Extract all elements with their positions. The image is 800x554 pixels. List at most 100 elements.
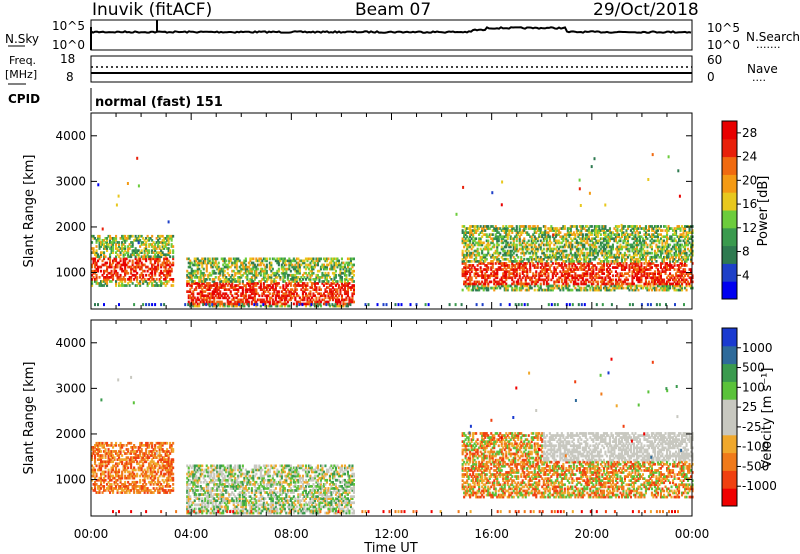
- data-cell: [277, 282, 280, 285]
- data-cell: [580, 243, 583, 247]
- data-cell: [595, 249, 598, 253]
- data-cell: [118, 284, 121, 287]
- data-cell: [247, 261, 250, 265]
- data-cell: [277, 290, 280, 293]
- data-cell: [482, 260, 485, 263]
- data-cell: [559, 257, 562, 261]
- data-cell: [685, 264, 688, 267]
- data-cell: [104, 278, 107, 281]
- data-cell: [237, 269, 240, 273]
- data-cell: [300, 263, 303, 267]
- data-cell: [553, 268, 556, 271]
- data-cell: [505, 272, 508, 275]
- data-cell: [291, 296, 294, 300]
- data-cell: [127, 271, 130, 275]
- data-cell: [307, 263, 310, 267]
- data-cell: [541, 270, 544, 273]
- data-cell: [103, 257, 106, 261]
- data-cell: [119, 273, 122, 277]
- data-cell: [487, 241, 490, 245]
- data-cell: [109, 255, 112, 259]
- data-cell: [211, 300, 214, 304]
- data-cell: [100, 265, 103, 269]
- data-cell: [596, 235, 599, 239]
- data-cell: [595, 266, 598, 269]
- data-cell: [583, 255, 586, 259]
- data-cell: [586, 278, 589, 282]
- data-cell: [192, 282, 195, 285]
- data-cell: [487, 243, 490, 247]
- data-cell: [547, 288, 550, 292]
- data-cell: [575, 249, 578, 253]
- data-cell: [473, 280, 476, 284]
- data-cell: [500, 247, 503, 251]
- data-cell: [547, 235, 550, 239]
- data-cell: [110, 243, 113, 246]
- data-cell: [488, 253, 491, 257]
- data-cell: [283, 302, 286, 306]
- data-cell: [186, 257, 189, 261]
- data-cell: [261, 267, 264, 271]
- data-cell: [169, 249, 172, 252]
- data-cell: [229, 292, 232, 296]
- data-cell: [285, 292, 288, 296]
- data-cell: [294, 288, 297, 291]
- data-cell: [98, 276, 101, 279]
- data-cell: [246, 269, 249, 273]
- data-cell: [333, 263, 336, 267]
- data-cell: [134, 234, 137, 238]
- data-cell: [541, 268, 544, 271]
- data-cell: [92, 237, 95, 240]
- data-cell: [307, 267, 310, 271]
- data-cell: [315, 259, 318, 263]
- data-cell: [192, 280, 195, 283]
- data-cell: [479, 257, 482, 261]
- data-cell: [557, 264, 560, 267]
- data-cell: [321, 265, 324, 269]
- data-cell: [559, 235, 562, 239]
- data-cell: [346, 292, 349, 296]
- data-cell: [590, 266, 593, 269]
- data-cell: [572, 225, 575, 228]
- data-cell: [530, 235, 533, 239]
- data-cell: [484, 276, 487, 280]
- data-cell: [213, 284, 216, 287]
- data-cell: [106, 276, 109, 279]
- data-cell: [569, 225, 572, 228]
- data-cell: [166, 257, 169, 261]
- data-cell: [490, 237, 493, 241]
- data-cell: [607, 280, 610, 284]
- data-cell: [231, 280, 234, 283]
- data-cell: [556, 272, 559, 275]
- data-cell: [505, 239, 508, 243]
- data-cell: [101, 259, 104, 263]
- data-cell: [578, 288, 581, 292]
- data-cell: [343, 292, 346, 296]
- data-cell: [520, 286, 523, 290]
- data-cell: [479, 282, 482, 286]
- data-cell: [638, 231, 641, 234]
- data-cell: [342, 284, 345, 287]
- data-cell: [589, 247, 592, 251]
- data-cell: [524, 245, 527, 249]
- data-cell: [581, 225, 584, 228]
- data-cell: [545, 243, 548, 247]
- data-cell: [524, 231, 527, 234]
- data-cell: [512, 260, 515, 263]
- data-cell: [154, 265, 157, 269]
- data-cell: [325, 282, 328, 285]
- data-cell: [127, 278, 130, 281]
- data-cell: [493, 243, 496, 247]
- data-cell: [113, 257, 116, 261]
- data-cell: [502, 268, 505, 271]
- data-cell: [276, 300, 279, 304]
- data-cell: [563, 249, 566, 253]
- data-cell: [509, 235, 512, 239]
- data-cell: [539, 235, 542, 239]
- data-cell: [124, 237, 127, 240]
- data-cell: [264, 257, 267, 261]
- data-cell: [301, 298, 304, 302]
- data-cell: [309, 300, 312, 304]
- data-cell: [202, 257, 205, 261]
- data-cell: [345, 298, 348, 302]
